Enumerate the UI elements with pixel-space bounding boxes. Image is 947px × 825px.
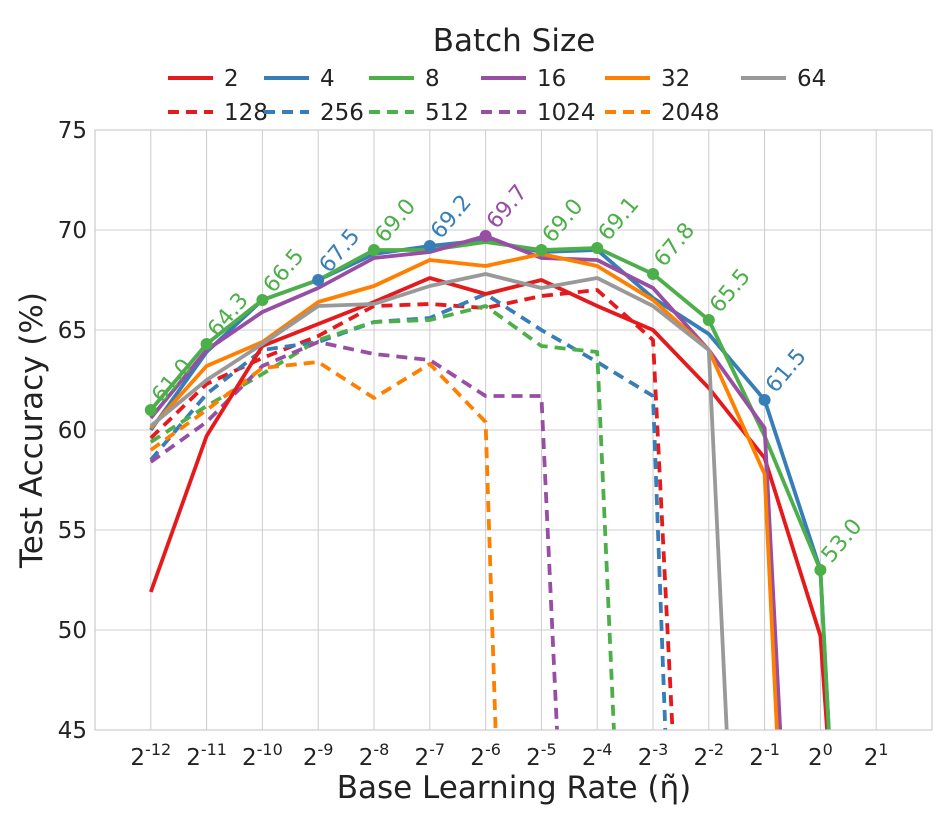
- x-tick-label: 2-7: [415, 740, 446, 771]
- data-markers: [144, 230, 827, 576]
- y-tick-label: 75: [58, 118, 87, 144]
- point-marker-16: [479, 230, 492, 242]
- legend-label-256: 256: [320, 100, 364, 126]
- y-tick-label: 70: [58, 218, 87, 244]
- legend-label-32: 32: [661, 66, 690, 92]
- plot-frame: [94, 129, 933, 731]
- axes: 45 50 55 60 65 70 75 2-12 2-11 2-10 2-9 2-8 2-7 2-6 2-…: [58, 118, 933, 771]
- x-tick-label: 2-4: [582, 740, 613, 771]
- series-line-2048: [149, 360, 498, 730]
- point-marker-8: [647, 268, 659, 280]
- y-tick-label: 65: [58, 318, 87, 344]
- legend-label-4: 4: [320, 66, 335, 92]
- legend-label-8: 8: [425, 66, 440, 92]
- legend-label-512: 512: [425, 100, 469, 126]
- point-marker-8: [144, 404, 157, 416]
- point-marker-8: [591, 242, 604, 254]
- x-tick-label: 2-1: [749, 740, 780, 771]
- point-marker-8: [200, 338, 213, 350]
- x-tick-label: 20: [808, 740, 833, 771]
- legend-label-1024: 1024: [537, 100, 596, 126]
- legend-title: Batch Size: [433, 23, 596, 59]
- point-marker-4: [312, 274, 325, 286]
- x-tick-label: 2-3: [638, 740, 669, 771]
- x-tick-label: 21: [864, 740, 889, 771]
- y-tick-label: 55: [58, 518, 87, 544]
- legend-label-2048: 2048: [661, 100, 720, 126]
- point-marker-8: [814, 564, 827, 576]
- x-tick-label: 2-12: [130, 740, 171, 771]
- point-marker-8: [368, 244, 380, 256]
- y-tick-label: 45: [58, 718, 87, 744]
- legend: Batch Size 2 4 8 16 32 64 128 256 512 1024 2048: [168, 23, 826, 126]
- point-marker-4: [423, 240, 436, 252]
- legend-label-64: 64: [797, 66, 826, 92]
- series-line-64: [149, 272, 729, 730]
- x-tick-label: 2-5: [526, 740, 557, 771]
- y-axis-label: Test Accuracy (%): [14, 292, 50, 569]
- x-axis-label: Base Learning Rate (η̃): [337, 770, 692, 806]
- y-tick-label: 50: [58, 618, 87, 644]
- series-line-256: [149, 292, 668, 730]
- x-tick-label: 2-2: [694, 740, 725, 771]
- x-tick-label: 2-8: [359, 740, 390, 771]
- x-tick-label: 2-10: [242, 740, 283, 771]
- x-tick-label: 2-11: [186, 740, 227, 771]
- point-marker-8: [702, 314, 715, 326]
- series-line-2: [149, 276, 829, 730]
- point-marker-4: [758, 394, 771, 406]
- x-tick-label: 2-9: [303, 740, 334, 771]
- legend-label-16: 16: [537, 66, 566, 92]
- legend-label-128: 128: [224, 100, 268, 126]
- x-tick-label: 2-6: [470, 740, 501, 771]
- point-marker-8: [535, 244, 548, 256]
- y-tick-label: 60: [58, 418, 87, 444]
- point-marker-8: [256, 294, 269, 306]
- legend-label-2: 2: [224, 66, 239, 92]
- series-lines: [149, 234, 831, 730]
